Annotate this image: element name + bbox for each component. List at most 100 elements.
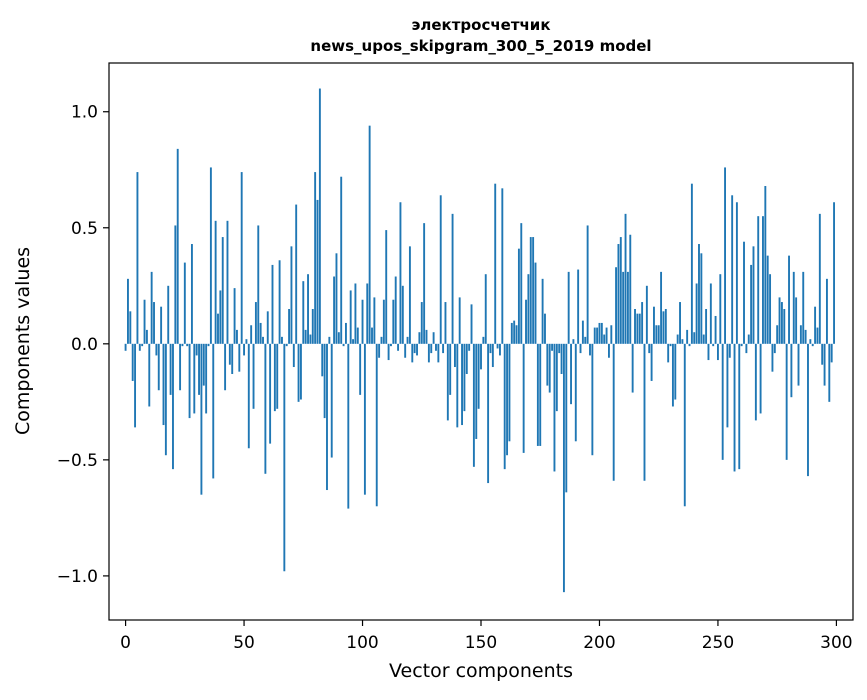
bar [577, 269, 580, 344]
bar [544, 313, 546, 344]
bar [224, 343, 227, 391]
bar [342, 343, 345, 347]
bar [153, 302, 155, 344]
bar [283, 343, 286, 572]
bar [252, 343, 255, 409]
bar [747, 334, 750, 344]
bar [726, 343, 729, 428]
bar [494, 183, 497, 344]
bar [373, 297, 376, 344]
bar [499, 343, 501, 356]
bar [707, 343, 710, 361]
bar [484, 274, 487, 344]
bar [555, 343, 558, 412]
bar [626, 271, 629, 344]
bar [193, 343, 196, 414]
bar [560, 343, 563, 374]
bar [453, 343, 456, 368]
bar [816, 327, 819, 344]
bar [297, 343, 300, 402]
bar [190, 244, 193, 344]
bar [513, 320, 516, 344]
bar [318, 88, 321, 344]
bar [413, 343, 416, 354]
bar [619, 237, 622, 344]
bar [468, 343, 471, 351]
bar [525, 299, 527, 344]
bar [491, 343, 494, 368]
bar [562, 343, 565, 593]
bar [288, 309, 291, 344]
bar [757, 216, 760, 344]
bar [489, 343, 492, 354]
bar [799, 325, 802, 344]
bar [776, 325, 779, 344]
bar [674, 343, 677, 400]
bar [425, 329, 428, 344]
bar [399, 202, 402, 344]
bar [411, 343, 414, 363]
bar [307, 274, 309, 344]
bar [157, 343, 160, 391]
bar [721, 343, 724, 460]
bar [735, 202, 738, 344]
bar [759, 343, 762, 414]
bar [643, 343, 646, 481]
bar [785, 343, 788, 460]
bar [802, 271, 805, 344]
x-axis-label: Vector components [389, 660, 573, 682]
bar [811, 343, 814, 347]
bar [534, 262, 537, 344]
bar [186, 343, 189, 347]
bar [290, 246, 293, 344]
bar [155, 343, 158, 356]
bar [546, 343, 549, 386]
bar [738, 343, 741, 470]
bar [764, 186, 767, 344]
bar [728, 343, 731, 358]
bar [719, 274, 722, 344]
bar [423, 223, 426, 344]
bar [217, 313, 219, 344]
bar [532, 237, 535, 344]
bar [188, 343, 191, 419]
bar [636, 313, 639, 344]
bar [141, 343, 144, 347]
bar [397, 343, 400, 351]
bar [281, 336, 283, 344]
bar [150, 271, 153, 344]
bar [375, 343, 378, 507]
bar [676, 334, 679, 344]
bar [176, 148, 179, 344]
y-tick-label: 0.5 [71, 219, 98, 239]
bar [833, 202, 835, 344]
bar [792, 271, 795, 344]
bar [231, 343, 234, 374]
bar [207, 343, 210, 347]
bar [480, 343, 482, 370]
bar [745, 343, 748, 354]
bar [551, 343, 554, 351]
bar [548, 343, 551, 393]
bar [143, 299, 146, 344]
bar [610, 325, 613, 344]
bar [309, 334, 312, 344]
bar [352, 339, 354, 344]
bar [131, 343, 134, 381]
bar [541, 278, 544, 344]
bar [724, 167, 726, 344]
bar [683, 343, 686, 507]
bar [709, 283, 712, 344]
bar [221, 237, 224, 344]
bar [382, 299, 385, 344]
bar [435, 343, 437, 351]
x-tick-label: 150 [465, 633, 497, 653]
bar [195, 343, 198, 356]
bar [264, 343, 267, 474]
bar [818, 213, 821, 344]
bar [254, 302, 257, 344]
bar [390, 343, 392, 347]
bar [586, 225, 589, 344]
